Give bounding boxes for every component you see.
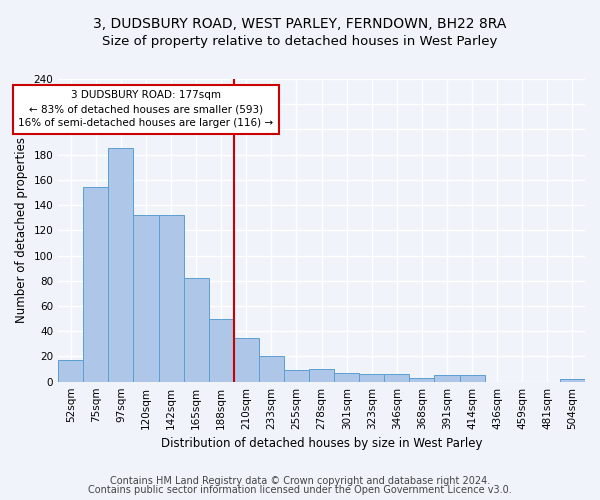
- Bar: [309, 369, 334, 382]
- Bar: [460, 376, 485, 382]
- Bar: [234, 338, 259, 382]
- Bar: [334, 373, 359, 382]
- Bar: [58, 360, 83, 382]
- Bar: [409, 378, 434, 382]
- Bar: [184, 278, 209, 382]
- Bar: [209, 318, 234, 382]
- X-axis label: Distribution of detached houses by size in West Parley: Distribution of detached houses by size …: [161, 437, 482, 450]
- Bar: [133, 215, 158, 382]
- Y-axis label: Number of detached properties: Number of detached properties: [15, 138, 28, 324]
- Text: Contains HM Land Registry data © Crown copyright and database right 2024.: Contains HM Land Registry data © Crown c…: [110, 476, 490, 486]
- Bar: [109, 148, 133, 382]
- Text: Contains public sector information licensed under the Open Government Licence v3: Contains public sector information licen…: [88, 485, 512, 495]
- Bar: [560, 379, 585, 382]
- Bar: [359, 374, 385, 382]
- Text: 3, DUDSBURY ROAD, WEST PARLEY, FERNDOWN, BH22 8RA: 3, DUDSBURY ROAD, WEST PARLEY, FERNDOWN,…: [94, 18, 506, 32]
- Bar: [385, 374, 409, 382]
- Bar: [284, 370, 309, 382]
- Text: 3 DUDSBURY ROAD: 177sqm
← 83% of detached houses are smaller (593)
16% of semi-d: 3 DUDSBURY ROAD: 177sqm ← 83% of detache…: [19, 90, 274, 128]
- Bar: [83, 188, 109, 382]
- Bar: [259, 356, 284, 382]
- Bar: [158, 215, 184, 382]
- Text: Size of property relative to detached houses in West Parley: Size of property relative to detached ho…: [103, 35, 497, 48]
- Bar: [434, 376, 460, 382]
